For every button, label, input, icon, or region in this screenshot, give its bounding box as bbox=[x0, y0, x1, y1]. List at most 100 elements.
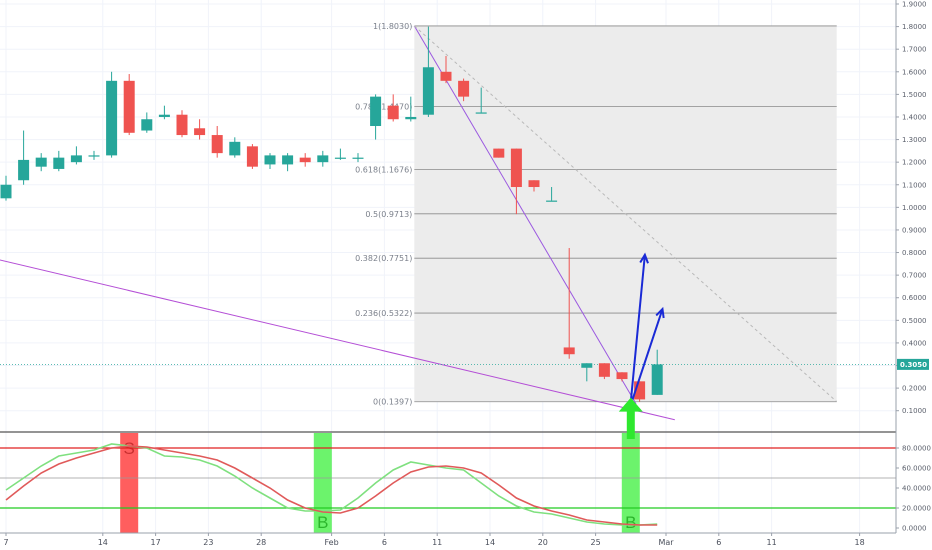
y-tick-label: 1.3000 bbox=[902, 136, 927, 144]
fib-level-label: 0.382(0.7751) bbox=[355, 254, 412, 263]
projection-arrow-head bbox=[639, 252, 649, 264]
candle-body bbox=[616, 372, 628, 380]
y-tick-label: 0.4000 bbox=[902, 339, 927, 347]
fib-level-label: 0.618(1.1676) bbox=[355, 165, 412, 174]
x-tick-label: 20 bbox=[538, 538, 548, 547]
projection-arrow bbox=[631, 308, 664, 400]
trend-line bbox=[0, 259, 675, 421]
y-tick-label: 1.2000 bbox=[902, 159, 927, 167]
fib-level-label: 0(0.1397) bbox=[373, 398, 412, 407]
candle-body bbox=[88, 155, 100, 157]
current-price-label: 0.3050 bbox=[900, 361, 927, 369]
candle-body bbox=[18, 159, 30, 181]
oscillator-series bbox=[5, 445, 658, 526]
candle-body bbox=[634, 381, 646, 400]
candle-body bbox=[106, 80, 118, 156]
candle-body bbox=[370, 96, 382, 127]
candle-body bbox=[422, 67, 434, 115]
y-tick-label: 1.4000 bbox=[902, 113, 927, 121]
candle-body bbox=[211, 135, 223, 154]
y-tick-label: 0.2000 bbox=[902, 385, 927, 393]
candle-body bbox=[458, 80, 470, 97]
x-tick-label: 14 bbox=[485, 538, 495, 547]
candle-body bbox=[528, 180, 540, 188]
candle-body bbox=[246, 146, 258, 167]
candle-body bbox=[0, 184, 12, 199]
x-tick-label: 6 bbox=[382, 538, 387, 547]
trend-line bbox=[413, 25, 838, 403]
candle-body bbox=[546, 200, 558, 202]
y-tick-label: 0.9000 bbox=[902, 226, 927, 234]
candle-body bbox=[598, 363, 610, 377]
candle-body bbox=[493, 148, 505, 158]
y-tick-label: 20.0000 bbox=[902, 505, 931, 513]
y-tick-label: 1.8000 bbox=[902, 23, 927, 31]
x-tick-label: 11 bbox=[432, 538, 442, 547]
candle-body bbox=[651, 364, 663, 395]
y-tick-label: 0.0000 bbox=[902, 525, 927, 533]
x-tick-label: Mar bbox=[658, 538, 674, 547]
candle-body bbox=[158, 114, 170, 117]
candle-body bbox=[352, 157, 364, 159]
y-tick-label: 1.1000 bbox=[902, 181, 927, 189]
candle-body bbox=[299, 157, 311, 163]
y-tick-label: 1.5000 bbox=[902, 91, 927, 99]
current-price-badge bbox=[897, 358, 929, 370]
trend-line bbox=[413, 25, 637, 405]
oscillator-panel: SB B bbox=[0, 397, 896, 533]
candle-body bbox=[123, 80, 135, 133]
y-tick-label: 0.1000 bbox=[902, 407, 927, 415]
candle-body bbox=[141, 119, 153, 131]
candle-body bbox=[387, 105, 399, 120]
signal-label: B bbox=[625, 513, 636, 532]
candle-body bbox=[229, 141, 241, 156]
y-tick-label: 60.0000 bbox=[902, 465, 931, 473]
x-tick-label: 6 bbox=[716, 538, 721, 547]
projection-arrow-head bbox=[655, 306, 665, 319]
candle-body bbox=[475, 112, 487, 114]
y-tick-label: 1.9000 bbox=[902, 1, 927, 9]
candle-body bbox=[581, 363, 593, 368]
candle-body bbox=[176, 114, 188, 136]
projection-arrow bbox=[629, 254, 646, 402]
fib-level-label: 0.786(1.4470) bbox=[355, 102, 412, 111]
y-tick-label: 1.7000 bbox=[902, 46, 927, 54]
fib-level-label: 1(1.8030) bbox=[373, 22, 412, 31]
x-tick-label: 18 bbox=[855, 538, 865, 547]
y-tick-label: 40.0000 bbox=[902, 485, 931, 493]
y-tick-label: 0.6000 bbox=[902, 294, 927, 302]
y-tick-label: 1.0000 bbox=[902, 204, 927, 212]
x-tick-label: Feb bbox=[325, 538, 339, 547]
x-tick-label: 25 bbox=[591, 538, 601, 547]
fib-level-label: 0.5(0.9713) bbox=[365, 210, 412, 219]
signal-label: B bbox=[317, 513, 328, 532]
candle-body bbox=[194, 128, 206, 136]
candle-body bbox=[35, 157, 47, 167]
x-tick-label: 23 bbox=[203, 538, 213, 547]
x-tick-label: 7 bbox=[3, 538, 8, 547]
buy-signal-arrow bbox=[618, 397, 643, 439]
candle-body bbox=[53, 157, 65, 169]
candle-body bbox=[405, 116, 417, 120]
candle-body bbox=[334, 157, 346, 159]
x-tick-label: 14 bbox=[98, 538, 108, 547]
x-tick-label: 11 bbox=[767, 538, 777, 547]
candle-body bbox=[440, 71, 452, 81]
oscillator-series bbox=[5, 443, 658, 526]
candle-body bbox=[317, 155, 329, 163]
y-tick-label: 0.5000 bbox=[902, 317, 927, 325]
x-tick-label: 28 bbox=[256, 538, 266, 547]
price-chart: 1(1.8030) 0.786(1.4470) 0.618(1.1676) 0.5(0… bbox=[0, 0, 896, 533]
candle-body bbox=[70, 155, 82, 163]
candle-body bbox=[282, 155, 294, 165]
x-tick-label: 17 bbox=[151, 538, 161, 547]
candle-body bbox=[510, 148, 522, 188]
candle-body bbox=[563, 347, 575, 355]
fib-level-label: 0.236(0.5322) bbox=[355, 309, 412, 318]
y-tick-label: 0.7000 bbox=[902, 272, 927, 280]
y-tick-label: 80.0000 bbox=[902, 445, 931, 453]
y-tick-label: 0.8000 bbox=[902, 249, 927, 257]
y-tick-label: 1.6000 bbox=[902, 68, 927, 76]
